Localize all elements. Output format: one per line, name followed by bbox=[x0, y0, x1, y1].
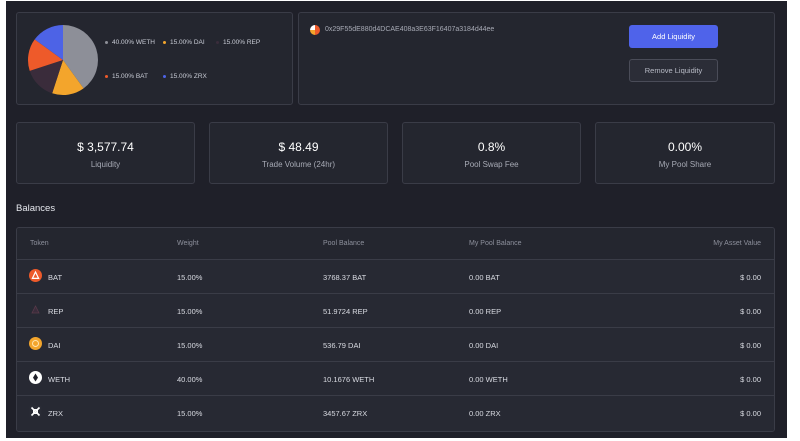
pool-balance: 51.9724 REP bbox=[323, 307, 368, 316]
allocation-pie-chart bbox=[28, 25, 98, 95]
token-name: ZRX bbox=[48, 409, 63, 418]
table-row[interactable]: REP 15.00% 51.9724 REP 0.00 REP $ 0.00 bbox=[17, 294, 774, 328]
pie-slice-bat bbox=[28, 39, 64, 71]
token-name: BAT bbox=[48, 273, 63, 282]
column-header-weight: Weight bbox=[177, 240, 199, 247]
table-row[interactable]: BAT 15.00% 3768.37 BAT 0.00 BAT $ 0.00 bbox=[17, 260, 774, 294]
liquidity-label: Liquidity bbox=[90, 160, 121, 169]
token-weight: 15.00% bbox=[177, 273, 203, 282]
pool-address[interactable]: 0x29F55dE880d4DCAE408a3E63F16407a3184d44… bbox=[325, 26, 495, 33]
column-header-my-pool-balance: My Pool Balance bbox=[469, 240, 522, 247]
token-weight: 40.00% bbox=[177, 375, 203, 384]
my-pool-balance: 0.00 REP bbox=[469, 307, 502, 316]
pool-avatar-icon bbox=[310, 25, 320, 35]
legend-item-zrx: 15.00% ZRX bbox=[163, 73, 207, 80]
pool-balance: 3768.37 BAT bbox=[323, 273, 367, 282]
my-pool-balance: 0.00 WETH bbox=[469, 375, 508, 384]
pie-slice-weth bbox=[63, 25, 98, 89]
rep-token-icon bbox=[31, 305, 40, 314]
column-header-pool-balance: Pool Balance bbox=[323, 240, 365, 247]
stat-card-liquidity: $ 3,577.74 Liquidity bbox=[16, 122, 195, 184]
pie-slice-dai bbox=[52, 60, 84, 95]
token-name: REP bbox=[48, 307, 64, 316]
pool-actions-card: 0x29F55dE880d4DCAE408a3E63F16407a3184d44… bbox=[298, 12, 775, 105]
dai-token-icon bbox=[29, 337, 42, 350]
pie-slice-zrx bbox=[34, 25, 63, 60]
my-asset-value: $ 0.00 bbox=[740, 375, 761, 384]
token-weight: 15.00% bbox=[177, 307, 203, 316]
pool-page: 40.00% WETH 15.00% DAI 15.00% REP 15.00%… bbox=[6, 1, 787, 438]
token-weight: 15.00% bbox=[177, 341, 203, 350]
my-pool-balance: 0.00 DAI bbox=[469, 341, 499, 350]
bat-token-icon bbox=[29, 269, 42, 282]
pool-balance: 3457.67 ZRX bbox=[323, 409, 368, 418]
pool-allocation-card: 40.00% WETH 15.00% DAI 15.00% REP 15.00%… bbox=[16, 12, 293, 105]
token-name: WETH bbox=[48, 375, 71, 384]
pool-balance: 10.1676 WETH bbox=[323, 375, 375, 384]
trade-volume-label: Trade Volume (24hr) bbox=[261, 160, 336, 169]
column-header-token: Token bbox=[30, 240, 49, 247]
legend-dot-dai bbox=[163, 41, 166, 44]
legend-item-dai: 15.00% DAI bbox=[163, 39, 205, 46]
token-name: DAI bbox=[48, 341, 61, 350]
balances-table-header: Token Weight Pool Balance My Pool Balanc… bbox=[17, 228, 774, 260]
balances-title: Balances bbox=[16, 203, 56, 214]
legend-dot-weth bbox=[105, 41, 108, 44]
weth-token-icon bbox=[29, 371, 42, 384]
my-asset-value: $ 0.00 bbox=[740, 409, 761, 418]
pool-share-value: 0.00% bbox=[667, 140, 703, 154]
stat-card-trade-volume: $ 48.49 Trade Volume (24hr) bbox=[209, 122, 388, 184]
liquidity-value: $ 3,577.74 bbox=[77, 140, 134, 154]
my-pool-balance: 0.00 ZRX bbox=[469, 409, 501, 418]
table-row[interactable]: ZRX 15.00% 3457.67 ZRX 0.00 ZRX $ 0.00 bbox=[17, 396, 774, 431]
legend-dot-zrx bbox=[163, 75, 166, 78]
my-asset-value: $ 0.00 bbox=[740, 341, 761, 350]
stat-card-pool-share: 0.00% My Pool Share bbox=[595, 122, 775, 184]
trade-volume-value: $ 48.49 bbox=[278, 140, 319, 154]
my-asset-value: $ 0.00 bbox=[740, 307, 761, 316]
legend-item-weth: 40.00% WETH bbox=[105, 39, 155, 46]
pie-slice-rep bbox=[29, 60, 64, 94]
legend-label-bat: 15.00% BAT bbox=[112, 73, 149, 80]
legend-label-rep: 15.00% REP bbox=[223, 39, 261, 46]
legend-label-weth: 40.00% WETH bbox=[112, 39, 155, 46]
legend-label-dai: 15.00% DAI bbox=[170, 39, 205, 46]
legend-item-bat: 15.00% BAT bbox=[105, 73, 148, 80]
legend-dot-bat bbox=[105, 75, 108, 78]
stat-card-swap-fee: 0.8% Pool Swap Fee bbox=[402, 122, 581, 184]
pool-share-label: My Pool Share bbox=[658, 160, 712, 169]
my-asset-value: $ 0.00 bbox=[740, 273, 761, 282]
table-row[interactable]: WETH 40.00% 10.1676 WETH 0.00 WETH $ 0.0… bbox=[17, 362, 774, 396]
swap-fee-value: 0.8% bbox=[477, 140, 506, 154]
legend-label-zrx: 15.00% ZRX bbox=[170, 73, 207, 80]
column-header-my-asset-value: My Asset Value bbox=[713, 240, 761, 247]
legend-item-rep: 15.00% REP bbox=[216, 39, 260, 46]
zrx-token-icon bbox=[29, 405, 42, 418]
pool-balance: 536.79 DAI bbox=[323, 341, 361, 350]
my-pool-balance: 0.00 BAT bbox=[469, 273, 500, 282]
table-row[interactable]: DAI 15.00% 536.79 DAI 0.00 DAI $ 0.00 bbox=[17, 328, 774, 362]
add-liquidity-button[interactable]: Add Liquidity bbox=[629, 25, 718, 48]
remove-liquidity-button[interactable]: Remove Liquidity bbox=[629, 59, 718, 82]
swap-fee-label: Pool Swap Fee bbox=[464, 160, 519, 169]
balances-table: Token Weight Pool Balance My Pool Balanc… bbox=[16, 227, 775, 432]
legend-dot-rep bbox=[216, 41, 219, 44]
token-weight: 15.00% bbox=[177, 409, 203, 418]
